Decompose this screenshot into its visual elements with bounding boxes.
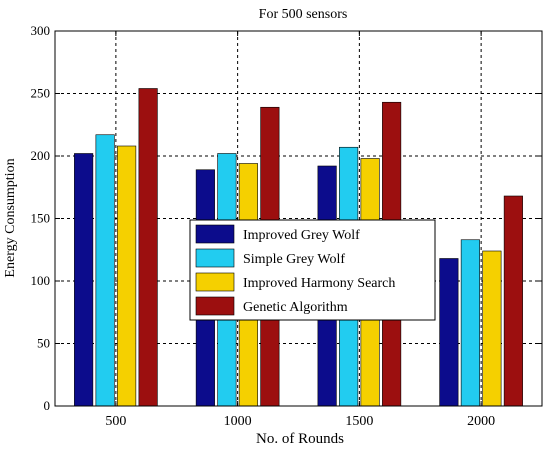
legend-label: Improved Harmony Search — [243, 276, 395, 291]
y-tick-label: 300 — [31, 23, 51, 38]
y-tick-label: 250 — [31, 86, 51, 101]
chart-title: For 500 sensors — [259, 7, 348, 22]
y-axis-label: Energy Consumption — [3, 158, 18, 277]
y-tick-label: 150 — [31, 211, 51, 226]
bar-improved-grey-wolf-2000 — [439, 258, 459, 407]
bars — [74, 88, 523, 407]
legend-swatch — [195, 272, 235, 292]
bar-genetic-algorithm-2000 — [503, 195, 523, 407]
legend-label: Simple Grey Wolf — [243, 252, 345, 267]
bar-genetic-algorithm-500 — [138, 88, 158, 407]
y-tick-label: 100 — [31, 273, 51, 288]
bar-improved-grey-wolf-500 — [74, 153, 94, 407]
y-tick-label: 200 — [31, 148, 51, 163]
axis-ticks: 0 50 100 150 200 250 300 500 1000 1500 2000 — [31, 23, 542, 429]
legend-swatch — [195, 248, 235, 268]
x-tick-label: 2000 — [467, 414, 495, 429]
bar-improved-harmony-search-500 — [117, 145, 137, 407]
y-tick-label: 0 — [44, 398, 51, 413]
bar-simple-grey-wolf-2000 — [460, 239, 480, 407]
grid-lines — [55, 31, 542, 406]
legend-swatch — [195, 296, 235, 316]
x-axis-label: No. of Rounds — [256, 431, 344, 447]
bar-improved-harmony-search-2000 — [482, 250, 502, 407]
x-tick-label: 500 — [105, 414, 126, 429]
legend-label: Genetic Algorithm — [243, 300, 348, 315]
legend-swatch — [195, 224, 235, 244]
y-tick-label: 50 — [37, 336, 50, 351]
bar-simple-grey-wolf-500 — [95, 134, 115, 407]
x-tick-label: 1500 — [345, 414, 373, 429]
legend: Improved Grey Wolf Simple Grey Wolf Improv… — [189, 219, 436, 321]
x-tick-label: 1000 — [224, 414, 252, 429]
legend-label: Improved Grey Wolf — [243, 228, 360, 243]
